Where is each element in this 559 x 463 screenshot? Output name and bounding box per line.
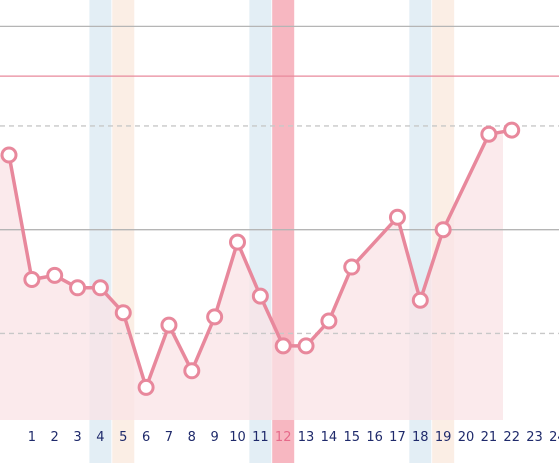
reference-lines: [0, 25, 559, 335]
data-point-10: [229, 233, 246, 251]
data-point-13: [297, 337, 315, 355]
data-point-0: [0, 146, 18, 164]
data-point-9: [206, 308, 224, 326]
data-points: [0, 121, 521, 396]
x-tick-label-10: 10: [229, 430, 246, 445]
data-point-2: [46, 266, 64, 284]
data-point-21: [480, 125, 498, 143]
x-tick-label-1: 1: [28, 430, 36, 445]
x-tick-label-2: 2: [51, 430, 59, 445]
x-tick-label-9: 9: [211, 430, 219, 445]
x-tick-label-11: 11: [252, 430, 269, 445]
x-tick-label-8: 8: [188, 430, 196, 445]
x-tick-label-4: 4: [96, 430, 104, 445]
data-point-14: [320, 312, 338, 330]
data-point-5: [114, 304, 132, 322]
x-tick-label-15: 15: [343, 430, 360, 445]
data-point-3: [69, 279, 87, 297]
x-tick-label-6: 6: [142, 430, 150, 445]
x-tick-label-20: 20: [458, 430, 475, 445]
data-point-19: [434, 221, 452, 239]
x-tick-label-23: 23: [526, 430, 543, 445]
x-tick-label-17: 17: [389, 430, 406, 445]
data-point-1: [23, 271, 41, 288]
data-point-6: [137, 378, 155, 396]
area-under-line: [0, 130, 512, 420]
data-point-7: [160, 316, 178, 334]
x-tick-labels: 123456789101112131415161718192021222324: [28, 430, 559, 445]
x-tick-label-22: 22: [503, 430, 520, 445]
x-tick-label-19: 19: [435, 430, 452, 445]
data-point-22: [503, 121, 521, 139]
data-point-8: [183, 362, 201, 380]
data-point-15: [343, 258, 361, 276]
data-point-4: [91, 279, 109, 297]
data-point-17: [388, 208, 406, 226]
x-tick-label-3: 3: [73, 430, 81, 445]
data-point-18: [411, 291, 429, 309]
x-tick-label-16: 16: [366, 430, 383, 445]
x-tick-label-21: 21: [481, 430, 498, 445]
x-tick-label-13: 13: [298, 430, 315, 445]
x-tick-label-18: 18: [412, 430, 429, 445]
x-tick-label-24: 24: [549, 430, 559, 445]
x-tick-label-7: 7: [165, 430, 173, 445]
data-point-11: [251, 287, 269, 305]
x-tick-label-14: 14: [321, 430, 338, 445]
x-tick-label-5: 5: [119, 430, 127, 445]
data-point-12: [274, 337, 292, 355]
x-tick-label-12: 12: [275, 430, 292, 445]
area-fill: [0, 130, 512, 420]
